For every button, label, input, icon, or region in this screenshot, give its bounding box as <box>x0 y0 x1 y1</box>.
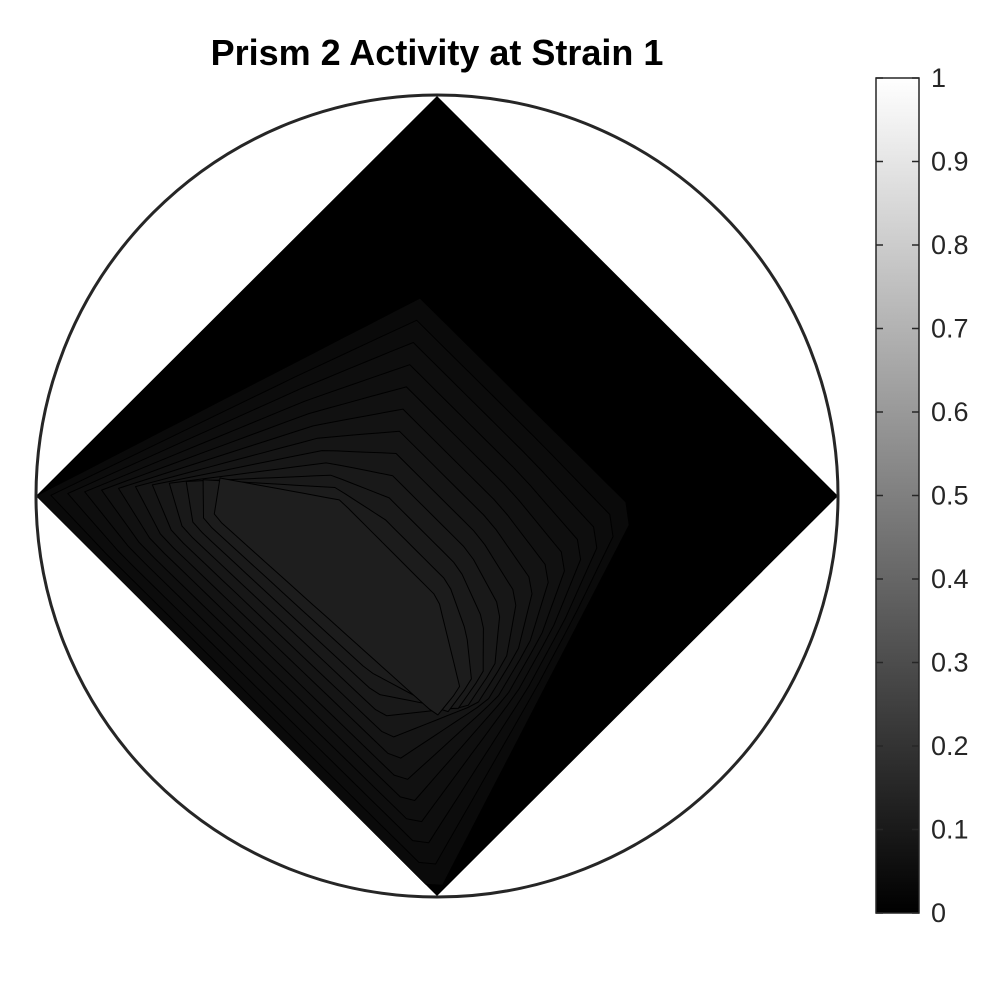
colorbar-tick-label: 0.9 <box>931 147 969 177</box>
colorbar-tick-label: 1 <box>931 63 946 93</box>
chart-title: Prism 2 Activity at Strain 1 <box>211 32 664 73</box>
colorbar-tick-label: 0.6 <box>931 397 969 427</box>
plot-area <box>34 93 840 899</box>
contour-band <box>213 477 461 716</box>
colorbar-tick-label: 0 <box>931 898 946 928</box>
colorbar-tick-label: 0.8 <box>931 230 969 260</box>
colorbar-tick-label: 0.1 <box>931 815 969 845</box>
colorbar-tick-label: 0.3 <box>931 648 969 678</box>
colorbar-tick-label: 0.2 <box>931 731 969 761</box>
colorbar-tick-label: 0.4 <box>931 564 969 594</box>
colorbar: 0 0.1 0.2 0.3 0.4 0.5 0.6 0.7 0.8 0.9 1 <box>875 63 969 928</box>
contour-bands <box>36 297 630 886</box>
pole-circle <box>34 93 840 899</box>
colorbar-tick-label: 0.5 <box>931 481 969 511</box>
colorbar-tick-label: 0.7 <box>931 314 969 344</box>
